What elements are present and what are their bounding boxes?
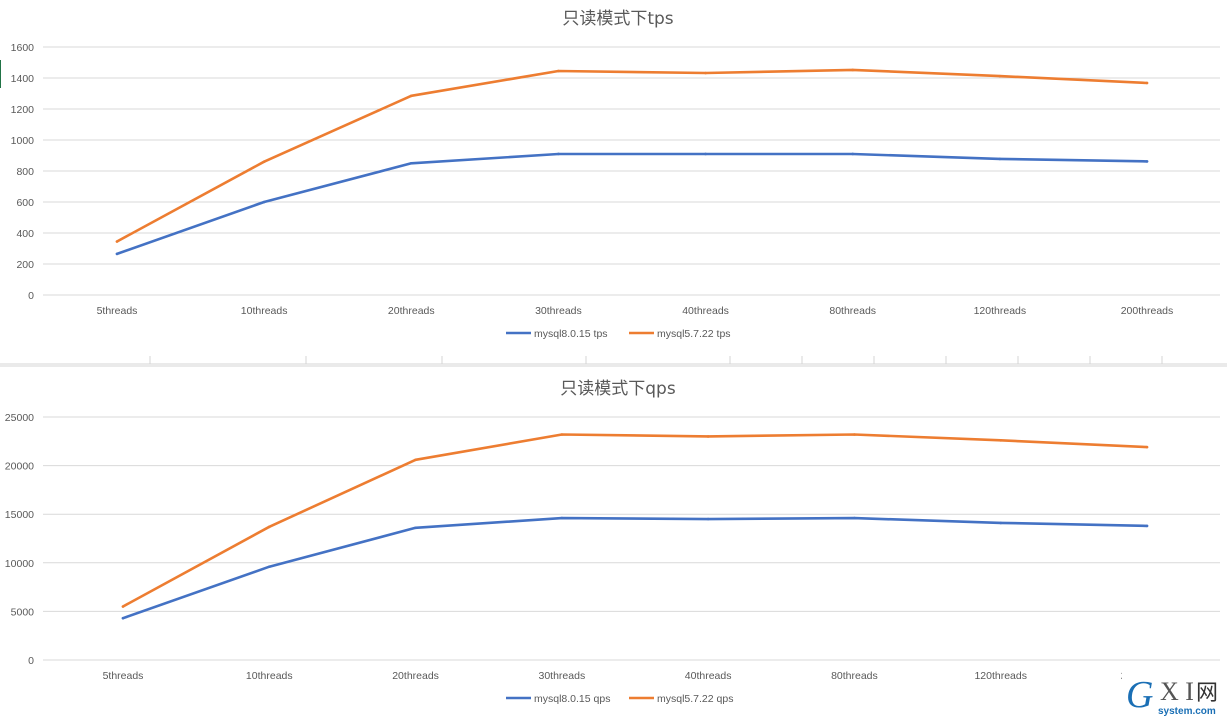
y-tick-label: 25000	[5, 412, 34, 424]
y-tick-label: 10000	[5, 558, 34, 570]
x-tick-label: 10threads	[241, 305, 288, 317]
watermark-wang: 网	[1196, 681, 1218, 706]
data-point	[267, 525, 271, 529]
data-point	[115, 240, 119, 243]
y-tick-label: 15000	[5, 509, 34, 521]
data-point	[998, 74, 1002, 78]
data-point	[409, 94, 413, 98]
chart-title: 只读模式下qps	[560, 379, 676, 399]
data-point	[851, 152, 855, 156]
series-line-2	[115, 68, 1149, 243]
data-point	[409, 161, 413, 165]
data-point	[557, 152, 560, 156]
chart-legend: mysql8.0.15 tps mysql5.7.22 tps	[506, 328, 731, 340]
x-tick-label: 30threads	[539, 670, 586, 682]
x-tick-label: 20threads	[392, 670, 439, 682]
series-line-1	[115, 152, 1149, 256]
legend-label: mysql5.7.22 tps	[657, 328, 731, 340]
data-point	[1145, 445, 1149, 449]
y-tick-label: 1400	[11, 73, 35, 85]
data-point	[853, 433, 856, 436]
y-tick-label: 1000	[11, 135, 35, 147]
data-point	[851, 68, 855, 72]
data-point	[560, 433, 564, 436]
series-line-2	[121, 433, 1149, 608]
y-tick-label: 20000	[5, 461, 34, 473]
legend-label: mysql5.7.22 qps	[657, 693, 733, 705]
x-tick-label: 5threads	[97, 305, 138, 317]
data-point	[115, 252, 119, 256]
x-tick-label: 20threads	[388, 305, 435, 317]
data-point	[262, 160, 266, 163]
data-point	[704, 71, 707, 75]
y-tick-label: 400	[16, 228, 34, 240]
data-point	[121, 616, 125, 620]
data-point	[414, 526, 417, 530]
x-tick-label: 5threads	[103, 670, 144, 682]
x-tick-label: 10threads	[246, 670, 293, 682]
data-point	[414, 458, 417, 462]
data-point	[999, 439, 1003, 442]
data-point	[998, 157, 1002, 161]
data-point	[1145, 81, 1149, 85]
data-point	[121, 605, 125, 608]
chart-legend: mysql8.0.15 qps mysql5.7.22 qps	[506, 693, 733, 705]
data-point	[1145, 524, 1149, 528]
legend-label: mysql8.0.15 qps	[534, 693, 610, 705]
watermark-letter-g: G	[1126, 674, 1153, 716]
data-point	[853, 516, 856, 520]
qps-chart: 只读模式下qps 0 5000 10000 15000 20000 25000 5thre…	[5, 379, 1220, 705]
chart-title: 只读模式下tps	[562, 9, 673, 29]
y-tick-label: 800	[16, 166, 34, 178]
x-tick-label: 200threads	[1121, 305, 1174, 317]
y-tick-label: 5000	[11, 606, 35, 618]
x-tick-label: 40threads	[685, 670, 732, 682]
x-tick-label: 80threads	[829, 305, 876, 317]
x-tick-label: 40threads	[682, 305, 729, 317]
tps-chart: 只读模式下tps 0 200 400 600 800 1000 1200 1400 1600 5…	[11, 9, 1220, 340]
data-point	[560, 516, 564, 520]
y-tick-label: 200	[16, 259, 34, 271]
legend-label: mysql8.0.15 tps	[534, 328, 608, 340]
y-tick-label: 0	[28, 290, 34, 302]
data-point	[267, 565, 271, 568]
data-point	[1145, 160, 1149, 163]
data-point	[999, 521, 1003, 525]
y-tick-label: 0	[28, 655, 34, 667]
x-tick-label: 80threads	[831, 670, 878, 682]
data-point	[706, 435, 710, 438]
watermark-site: system.com	[1158, 706, 1216, 717]
y-tick-label: 1600	[11, 42, 35, 54]
x-tick-label: 120threads	[974, 670, 1027, 682]
watermark-letters-xi: X I	[1160, 677, 1194, 706]
y-tick-label: 600	[16, 197, 34, 209]
data-point	[704, 152, 707, 156]
x-tick-label: 120threads	[974, 305, 1027, 317]
data-point	[706, 517, 710, 521]
data-point	[262, 200, 266, 204]
data-point	[557, 69, 560, 73]
x-tick-label: 30threads	[535, 305, 582, 317]
watermark-logo: G X I 网 system.com	[1122, 668, 1227, 719]
series-line-1	[121, 516, 1149, 620]
y-tick-label: 1200	[11, 104, 35, 116]
